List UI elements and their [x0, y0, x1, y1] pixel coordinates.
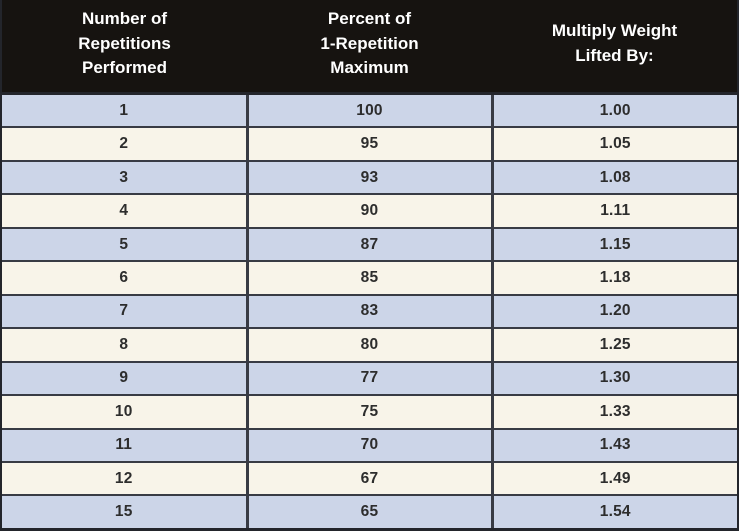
table-body: 1 100 1.00 2 95 1.05 3 93 1.08 4 90 1.11… — [2, 92, 737, 528]
cell-percent-1rm: 90 — [245, 193, 492, 228]
column-header-multiplier: Multiply Weight Lifted By: — [492, 0, 737, 94]
table-row: 15 65 1.54 — [2, 494, 737, 528]
cell-percent-1rm: 100 — [245, 92, 492, 128]
cell-repetitions: 5 — [2, 226, 247, 262]
header-row: Number of Repetitions Performed Percent … — [2, 0, 737, 94]
table-header: Number of Repetitions Performed Percent … — [2, 0, 737, 94]
cell-multiplier: 1.43 — [490, 427, 737, 462]
cell-repetitions: 11 — [2, 427, 247, 462]
cell-multiplier: 1.30 — [490, 360, 737, 396]
table-row: 11 70 1.43 — [2, 427, 737, 462]
cell-repetitions: 9 — [2, 360, 247, 396]
cell-percent-1rm: 77 — [245, 360, 492, 396]
table-row: 5 87 1.15 — [2, 226, 737, 262]
cell-percent-1rm: 87 — [245, 226, 492, 262]
cell-repetitions: 3 — [2, 159, 247, 195]
cell-multiplier: 1.11 — [490, 193, 737, 228]
cell-repetitions: 7 — [2, 293, 247, 329]
cell-percent-1rm: 93 — [245, 159, 492, 195]
table-row: 12 67 1.49 — [2, 460, 737, 496]
cell-multiplier: 1.08 — [490, 159, 737, 195]
cell-repetitions: 15 — [2, 494, 247, 528]
table-row: 8 80 1.25 — [2, 327, 737, 362]
cell-multiplier: 1.54 — [490, 494, 737, 528]
cell-percent-1rm: 95 — [245, 126, 492, 161]
table-row: 7 83 1.20 — [2, 293, 737, 329]
cell-repetitions: 10 — [2, 394, 247, 429]
cell-repetitions: 12 — [2, 460, 247, 496]
column-header-percent-1rm: Percent of 1-Repetition Maximum — [247, 0, 492, 94]
table-row: 10 75 1.33 — [2, 394, 737, 429]
cell-multiplier: 1.05 — [490, 126, 737, 161]
table-row: 6 85 1.18 — [2, 260, 737, 295]
cell-multiplier: 1.15 — [490, 226, 737, 262]
table-row: 2 95 1.05 — [2, 126, 737, 161]
table-row: 1 100 1.00 — [2, 92, 737, 128]
table-row: 4 90 1.11 — [2, 193, 737, 228]
cell-percent-1rm: 67 — [245, 460, 492, 496]
table-row: 3 93 1.08 — [2, 159, 737, 195]
cell-percent-1rm: 83 — [245, 293, 492, 329]
cell-multiplier: 1.33 — [490, 394, 737, 429]
cell-multiplier: 1.18 — [490, 260, 737, 295]
cell-percent-1rm: 75 — [245, 394, 492, 429]
cell-repetitions: 8 — [2, 327, 247, 362]
cell-percent-1rm: 65 — [245, 494, 492, 528]
cell-repetitions: 4 — [2, 193, 247, 228]
cell-repetitions: 6 — [2, 260, 247, 295]
cell-multiplier: 1.00 — [490, 92, 737, 128]
cell-repetitions: 2 — [2, 126, 247, 161]
cell-percent-1rm: 85 — [245, 260, 492, 295]
table-row: 9 77 1.30 — [2, 360, 737, 396]
cell-percent-1rm: 70 — [245, 427, 492, 462]
cell-multiplier: 1.25 — [490, 327, 737, 362]
column-header-repetitions: Number of Repetitions Performed — [2, 0, 247, 94]
cell-multiplier: 1.20 — [490, 293, 737, 329]
cell-percent-1rm: 80 — [245, 327, 492, 362]
cell-repetitions: 1 — [2, 92, 247, 128]
cell-multiplier: 1.49 — [490, 460, 737, 496]
